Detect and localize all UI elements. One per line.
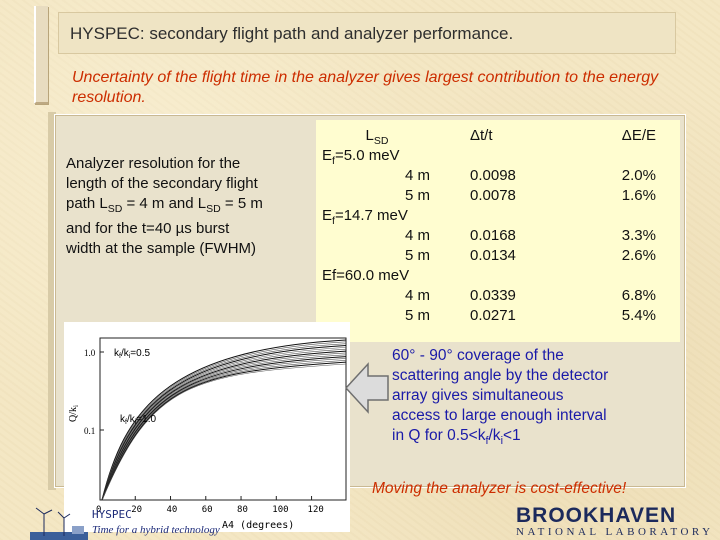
table-col-dt: Δt/t 0.0098 0.0078 0.0168 0.0134 0.0339 … [470, 126, 550, 326]
title-box [58, 12, 676, 54]
q-curve [101, 339, 347, 501]
q-curve [101, 363, 347, 501]
q-curve [101, 361, 347, 501]
table-cell: 0.0078 [470, 187, 516, 204]
table-col-lsd: LSD Ef=5.0 meV 4 m 5 m Ef=14.7 meV 4 m 5… [322, 126, 432, 326]
group-label: Ef=5.0 meV [322, 147, 400, 167]
plot-curves [101, 339, 347, 501]
panel-edge [48, 112, 56, 490]
q-curve [101, 358, 347, 501]
analyzer-line: path LSD = 4 m and LSD = 5 m [66, 195, 263, 215]
y-axis-label: Q/ki [68, 405, 80, 422]
footer-project: HYSPEC [92, 508, 132, 521]
bnl-logo-sub: NATIONAL LABORATORY [516, 526, 714, 538]
analyzer-line: width at the sample (FWHM) [66, 240, 257, 257]
annotation-kf-ki-05: kf/ki=0.5 [114, 348, 150, 360]
table-cell: 0.0168 [470, 227, 516, 244]
table-cell: 0.0098 [470, 167, 516, 184]
q-curve [101, 352, 347, 501]
group-label: Ef=60.0 meV [322, 267, 410, 284]
left-arrow-icon [344, 362, 389, 414]
table-cell: 4 m [404, 167, 430, 184]
bnl-logo-main: BROOKHAVEN [516, 504, 677, 527]
q-curve [101, 341, 347, 501]
x-axis-label: A4 (degrees) [222, 520, 294, 531]
slide-title: HYSPEC: secondary flight path and analyz… [70, 24, 514, 43]
x-tick-label: 20 [131, 505, 142, 515]
table-cell: 4 m [404, 227, 430, 244]
q-curve [101, 345, 347, 501]
x-ticks: 0 20 40 60 80 100 120 [96, 496, 324, 515]
table-cell: 5 m [404, 247, 430, 264]
table-cell: 3.3% [621, 227, 656, 244]
group-label: Ef=14.7 meV [322, 207, 408, 227]
analyzer-line: Analyzer resolution for the [66, 155, 241, 172]
x-tick-label: 100 [272, 505, 288, 515]
x-tick-label: 0 [96, 505, 101, 515]
wind-turbine-logo-icon [30, 507, 88, 540]
q-curve [101, 350, 347, 501]
table-cell: 0.0271 [470, 307, 516, 324]
table-cell: 2.6% [621, 247, 656, 264]
q-curve [101, 347, 347, 501]
table-cell: 4 m [404, 287, 430, 304]
plot-ticks [100, 351, 104, 431]
footer-tagline: Time for a hybrid technology [92, 524, 220, 536]
x-tick-label: 40 [167, 505, 178, 515]
table-cell: 2.0% [621, 167, 656, 184]
y-tick-label: 0.1 [84, 426, 95, 436]
table-header-dt: Δt/t [470, 127, 493, 144]
cost-effective-note: Moving the analyzer is cost-effective! [372, 480, 627, 497]
table-header-de: ΔE/E [621, 127, 656, 144]
resolution-table-background [316, 120, 680, 342]
table-col-de: ΔE/E 2.0% 1.6% 3.3% 2.6% 6.8% 5.4% [560, 126, 656, 326]
analyzer-description: Analyzer resolution for the length of th… [66, 154, 316, 259]
table-cell: 1.6% [621, 187, 656, 204]
x-tick-label: 80 [237, 505, 248, 515]
q-coverage-plot: 1.0 0.1 Q/ki 0 20 40 60 80 100 120 A4 (degrees… [64, 322, 350, 532]
table-cell: 5.4% [621, 307, 656, 324]
y-tick-label: 1.0 [84, 348, 96, 358]
analyzer-line: length of the secondary flight [66, 175, 258, 192]
table-cell: 5 m [404, 307, 430, 324]
x-tick-label: 120 [308, 505, 324, 515]
table-cell: 0.0134 [470, 247, 516, 264]
annotation-kf-ki-10: kf/ki=1.0 [120, 414, 156, 426]
coverage-text: 60° - 90° coverage of the scattering ang… [392, 347, 609, 448]
table-cell: 5 m [404, 187, 430, 204]
analyzer-line: and for the t=40 µs burst [66, 220, 230, 237]
x-tick-label: 60 [202, 505, 213, 515]
table-header-lsd: LSD [365, 127, 389, 147]
decorative-bar [34, 6, 48, 104]
q-curve [101, 356, 347, 501]
slide-subtitle: Uncertainty of the flight time in the an… [72, 69, 659, 106]
table-cell: 6.8% [621, 287, 656, 304]
table-cell: 0.0339 [470, 287, 516, 304]
